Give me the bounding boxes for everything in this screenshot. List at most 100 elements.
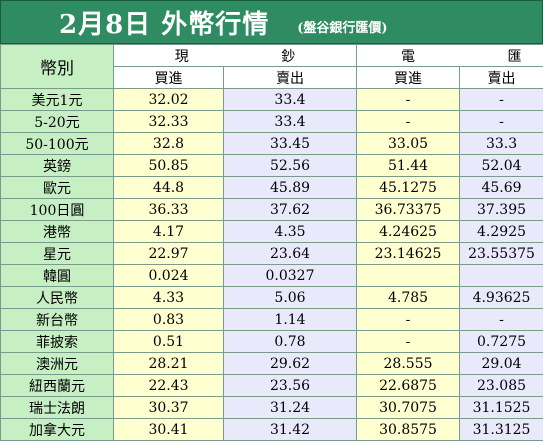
tt-buy-cell: 23.14625 [356,242,461,265]
tt-sell-cell: 31.1525 [459,396,543,419]
title-bar: 2月8日 外幣行情 (盤谷銀行匯價) [0,0,543,44]
table-row: 歐元 44.8 45.89 45.1275 45.69 [0,176,543,199]
cash-buy-cell: 22.97 [113,242,224,265]
table-row: 澳洲元 28.21 29.62 28.555 29.04 [0,352,543,375]
currency-name-cell: 100日圓 [0,198,114,221]
cash-sell-cell: 31.24 [222,396,358,419]
currency-name-cell: 美元1元 [0,88,114,111]
tt-sell-cell: 52.04 [459,154,543,177]
tt-sell-header: 賣出 [459,66,543,89]
currency-column-header: 幣別 [0,44,114,89]
tt-buy-cell: - [356,110,461,133]
tt-sell-cell: 45.69 [459,176,543,199]
table-row: 星元 22.97 23.64 23.14625 23.55375 [0,242,543,265]
tt-buy-cell: 30.7075 [356,396,461,419]
telegraphic-group-header: 電 匯 [356,44,543,67]
currency-name-cell: 歐元 [0,176,114,199]
cash-group-header: 現 鈔 [112,44,358,67]
tt-buy-cell: - [356,88,461,111]
cash-sell-cell: 0.0327 [222,264,358,287]
cash-sell-cell: 4.35 [222,220,358,243]
cash-buy-cell: 0.51 [113,330,224,353]
cash-buy-cell: 32.33 [113,110,224,133]
tt-sell-cell: 33.3 [459,132,543,155]
cash-buy-cell: 0.024 [113,264,224,287]
currency-name-cell: 瑞士法朗 [0,396,114,419]
cash-sell-cell: 31.42 [222,418,358,441]
cash-buy-cell: 36.33 [113,198,224,221]
cash-sell-cell: 29.62 [222,352,358,375]
tt-sell-cell: 4.93625 [459,286,543,309]
tt-buy-cell: 33.05 [356,132,461,155]
table-row: 紐西蘭元 22.43 23.56 22.6875 23.085 [0,374,543,397]
page-title: 2月8日 外幣行情 [59,9,270,40]
cash-sell-cell: 23.56 [222,374,358,397]
cash-sell-cell: 0.78 [222,330,358,353]
table-row: 5-20元 32.33 33.4- - [0,110,543,133]
cash-sell-cell: 23.64 [222,242,358,265]
tt-buy-cell: 30.8575 [356,418,461,441]
cash-sell-cell: 5.06 [222,286,358,309]
table-row: 加拿大元 30.41 31.42 30.8575 31.3125 [0,418,543,441]
cash-sell-cell: 52.56 [222,154,358,177]
tt-buy-header: 買進 [356,66,461,89]
cash-sell-cell: 45.89 [222,176,358,199]
tt-buy-cell: 36.73375 [356,198,461,221]
cash-sell-cell: 33.4 [222,110,358,133]
table-row: 人民幣 4.33 5.06 4.785 4.93625 [0,286,543,309]
table-row: 韓圓 0.024 0.0327 [0,264,543,287]
cash-sell-cell: 37.62 [222,198,358,221]
tt-sell-cell: 23.55375 [459,242,543,265]
currency-name-cell: 英鎊 [0,154,114,177]
page-subtitle: (盤谷銀行匯價) [297,20,388,36]
cash-buy-cell: 30.41 [113,418,224,441]
cash-sell-cell: 33.4 [222,88,358,111]
currency-name-cell: 加拿大元 [0,418,114,441]
table-row: 英鎊 50.85 52.56 51.44 52.04 [0,154,543,177]
currency-name-cell: 星元 [0,242,114,265]
tt-sell-cell: - [459,88,543,111]
currency-name-cell: 澳洲元 [0,352,114,375]
table-row: 新台幣 0.83 1.14- - [0,308,543,331]
currency-name-cell: 菲披索 [0,330,114,353]
table-row: 港幣 4.17 4.35 4.24625 4.2925 [0,220,543,243]
tt-buy-cell [356,264,461,287]
table-row: 100日圓 36.33 37.62 36.73375 37.395 [0,198,543,221]
tt-buy-cell: 4.785 [356,286,461,309]
tt-buy-cell: 45.1275 [356,176,461,199]
cash-buy-cell: 28.21 [113,352,224,375]
table-row: 瑞士法朗 30.37 31.24 30.7075 31.1525 [0,396,543,419]
table-row: 美元1元 32.02 33.4- - [0,88,543,111]
tt-sell-cell: 31.3125 [459,418,543,441]
table-row: 菲披索 0.51 0.78-0.7275 [0,330,543,353]
tt-buy-cell: - [356,308,461,331]
currency-name-cell: 人民幣 [0,286,114,309]
tt-sell-cell: 23.085 [459,374,543,397]
cash-buy-header: 買進 [113,66,224,89]
tt-sell-cell: 29.04 [459,352,543,375]
cash-sell-header: 賣出 [222,66,358,89]
cash-buy-cell: 50.85 [113,154,224,177]
tt-sell-cell: - [459,110,543,133]
cash-buy-cell: 4.33 [113,286,224,309]
tt-sell-cell: 37.395 [459,198,543,221]
tt-buy-cell: 22.6875 [356,374,461,397]
currency-name-cell: 港幣 [0,220,114,243]
cash-buy-cell: 32.8 [113,132,224,155]
cash-sell-cell: 33.45 [222,132,358,155]
currency-name-cell: 韓圓 [0,264,114,287]
rate-table-body: 美元1元 32.02 33.4- -5-20元 32.33 33.4- -50-100元 32… [0,88,543,441]
table-row: 50-100元 32.8 33.45 33.05 33.3 [0,132,543,155]
rate-table: 幣別 現 鈔 電 匯 買進 賣出 買進 賣出 美元1元32.0233.4--5-… [0,44,543,441]
cash-buy-cell: 32.02 [113,88,224,111]
tt-sell-cell: - [459,308,543,331]
tt-buy-cell: 51.44 [356,154,461,177]
cash-buy-cell: 44.8 [113,176,224,199]
cash-buy-cell: 22.43 [113,374,224,397]
currency-name-cell: 5-20元 [0,110,114,133]
currency-name-cell: 50-100元 [0,132,114,155]
currency-name-cell: 新台幣 [0,308,114,331]
cash-buy-cell: 4.17 [113,220,224,243]
tt-buy-cell: - [356,330,461,353]
tt-buy-cell: 28.555 [356,352,461,375]
